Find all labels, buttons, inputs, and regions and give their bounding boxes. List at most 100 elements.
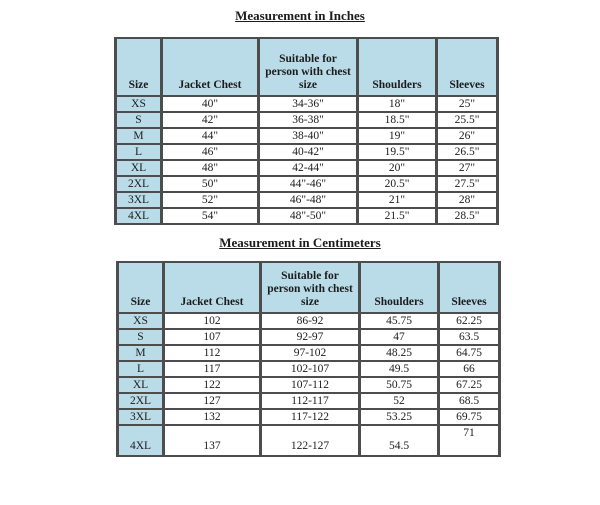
measurement-value-cell: 48"-50"	[257, 207, 359, 225]
table-row-xl: XL 48" 42-44" 20" 27"	[114, 159, 499, 177]
table-row-2xl: 2XL 127 112-117 52 68.5	[116, 392, 501, 410]
measurement-value-cell: 122	[162, 376, 262, 394]
measurement-value-cell: 25"	[435, 95, 499, 113]
size-label-cell: M	[116, 344, 165, 362]
size-label-cell: 2XL	[114, 175, 163, 193]
size-label-cell: L	[114, 143, 163, 161]
measurement-value-cell: 52	[358, 392, 440, 410]
measurement-value-cell: 27"	[435, 159, 499, 177]
measurement-value-cell: 112	[162, 344, 262, 362]
column-header-size: Size	[114, 37, 163, 97]
measurement-value-cell: 20.5"	[356, 175, 438, 193]
measurement-value-cell: 28"	[435, 191, 499, 209]
measurement-value-cell: 25.5"	[435, 111, 499, 129]
measurement-value-cell: 53.25	[358, 408, 440, 426]
header-row: Size Jacket Chest Suitable for person with…	[116, 261, 501, 314]
centimeters-section: Measurement in Centimeters Size Jacket Ch…	[0, 235, 600, 457]
measurement-value-cell: 19.5"	[356, 143, 438, 161]
size-label-cell: XL	[114, 159, 163, 177]
inches-section: Measurement in Inches Size Jacket Chest Su…	[0, 8, 600, 225]
measurement-value-cell: 44"	[160, 127, 260, 145]
column-header-jacket-chest: Jacket Chest	[160, 37, 260, 97]
table-row-s: S 107 92-97 47 63.5	[116, 328, 501, 346]
column-header-jacket-chest: Jacket Chest	[162, 261, 262, 314]
table-row-l: L 46" 40-42" 19.5" 26.5"	[114, 143, 499, 161]
measurement-value-cell: 42-44"	[257, 159, 359, 177]
measurement-value-cell: 137	[162, 424, 262, 457]
measurement-value-cell: 49.5	[358, 360, 440, 378]
column-header-suitable-for-person-with-chest-size: Suitable for person with chest size	[257, 37, 359, 97]
size-label-cell: M	[114, 127, 163, 145]
measurement-value-cell: 21.5"	[356, 207, 438, 225]
table-row-3xl: 3XL 52" 46"-48" 21" 28"	[114, 191, 499, 209]
measurement-value-cell: 102	[162, 312, 262, 330]
column-header-size: Size	[116, 261, 165, 314]
measurement-value-cell: 44"-46"	[257, 175, 359, 193]
measurement-value-cell: 19"	[356, 127, 438, 145]
measurement-value-cell: 66	[437, 360, 501, 378]
measurement-value-cell: 47	[358, 328, 440, 346]
measurement-value-cell: 34-36"	[257, 95, 359, 113]
measurement-value-cell: 20"	[356, 159, 438, 177]
table-row-m: M 112 97-102 48.25 64.75	[116, 344, 501, 362]
size-label-cell: 3XL	[116, 408, 165, 426]
measurement-value-cell: 45.75	[358, 312, 440, 330]
size-label-cell: S	[114, 111, 163, 129]
measurement-value-cell: 117	[162, 360, 262, 378]
measurement-value-cell: 62.25	[437, 312, 501, 330]
measurement-value-cell: 48.25	[358, 344, 440, 362]
measurement-value-cell: 54"	[160, 207, 260, 225]
measurement-value-cell: 107	[162, 328, 262, 346]
column-header-sleeves: Sleeves	[435, 37, 499, 97]
measurement-value-cell: 38-40"	[257, 127, 359, 145]
measurement-value-cell: 54.5	[358, 424, 440, 457]
table-row-xs: XS 102 86-92 45.75 62.25	[116, 312, 501, 330]
measurement-value-cell: 63.5	[437, 328, 501, 346]
measurement-value-cell: 40-42"	[257, 143, 359, 161]
size-label-cell: XL	[116, 376, 165, 394]
measurement-value-cell: 18"	[356, 95, 438, 113]
measurement-value-cell: 102-107	[259, 360, 361, 378]
measurement-value-cell: 26"	[435, 127, 499, 145]
size-label-cell: S	[116, 328, 165, 346]
measurement-value-cell: 107-112	[259, 376, 361, 394]
size-label-cell: 4XL	[114, 207, 163, 225]
measurement-value-cell: 132	[162, 408, 262, 426]
table-row-2xl: 2XL 50" 44"-46" 20.5" 27.5"	[114, 175, 499, 193]
table-row-3xl: 3XL 132 117-122 53.25 69.75	[116, 408, 501, 426]
measurement-value-cell: 26.5"	[435, 143, 499, 161]
measurement-value-cell: 36-38"	[257, 111, 359, 129]
measurement-value-cell: 67.25	[437, 376, 501, 394]
header-row: Size Jacket Chest Suitable for person with…	[114, 37, 499, 97]
table-row-l: L 117 102-107 49.5 66	[116, 360, 501, 378]
table-row-4xl: 4XL 137 122-127 54.5 71	[116, 424, 501, 457]
size-label-cell: 3XL	[114, 191, 163, 209]
measurement-value-cell: 64.75	[437, 344, 501, 362]
table-row-xs: XS 40" 34-36" 18" 25"	[114, 95, 499, 113]
table-row-4xl: 4XL 54" 48"-50" 21.5" 28.5"	[114, 207, 499, 225]
size-label-cell: XS	[116, 312, 165, 330]
measurement-value-cell: 112-117	[259, 392, 361, 410]
measurement-value-cell: 21"	[356, 191, 438, 209]
measurement-value-cell: 68.5	[437, 392, 501, 410]
size-label-cell: L	[116, 360, 165, 378]
measurement-value-cell: 46"	[160, 143, 260, 161]
measurement-value-cell: 92-97	[259, 328, 361, 346]
centimeters-size-table: Size Jacket Chest Suitable for person with…	[116, 261, 501, 457]
size-label-cell: XS	[114, 95, 163, 113]
measurement-value-cell: 71	[437, 424, 501, 457]
measurement-value-cell: 27.5"	[435, 175, 499, 193]
measurement-value-cell: 122-127	[259, 424, 361, 457]
table-row-s: S 42" 36-38" 18.5" 25.5"	[114, 111, 499, 129]
measurement-value-cell: 127	[162, 392, 262, 410]
column-header-shoulders: Shoulders	[358, 261, 440, 314]
column-header-suitable-for-person-with-chest-size: Suitable for person with chest size	[259, 261, 361, 314]
table-row-xl: XL 122 107-112 50.75 67.25	[116, 376, 501, 394]
measurement-value-cell: 97-102	[259, 344, 361, 362]
measurement-value-cell: 117-122	[259, 408, 361, 426]
measurement-value-cell: 46"-48"	[257, 191, 359, 209]
measurement-value-cell: 42"	[160, 111, 260, 129]
measurement-value-cell: 50.75	[358, 376, 440, 394]
measurement-value-cell: 48"	[160, 159, 260, 177]
size-label-cell: 2XL	[116, 392, 165, 410]
